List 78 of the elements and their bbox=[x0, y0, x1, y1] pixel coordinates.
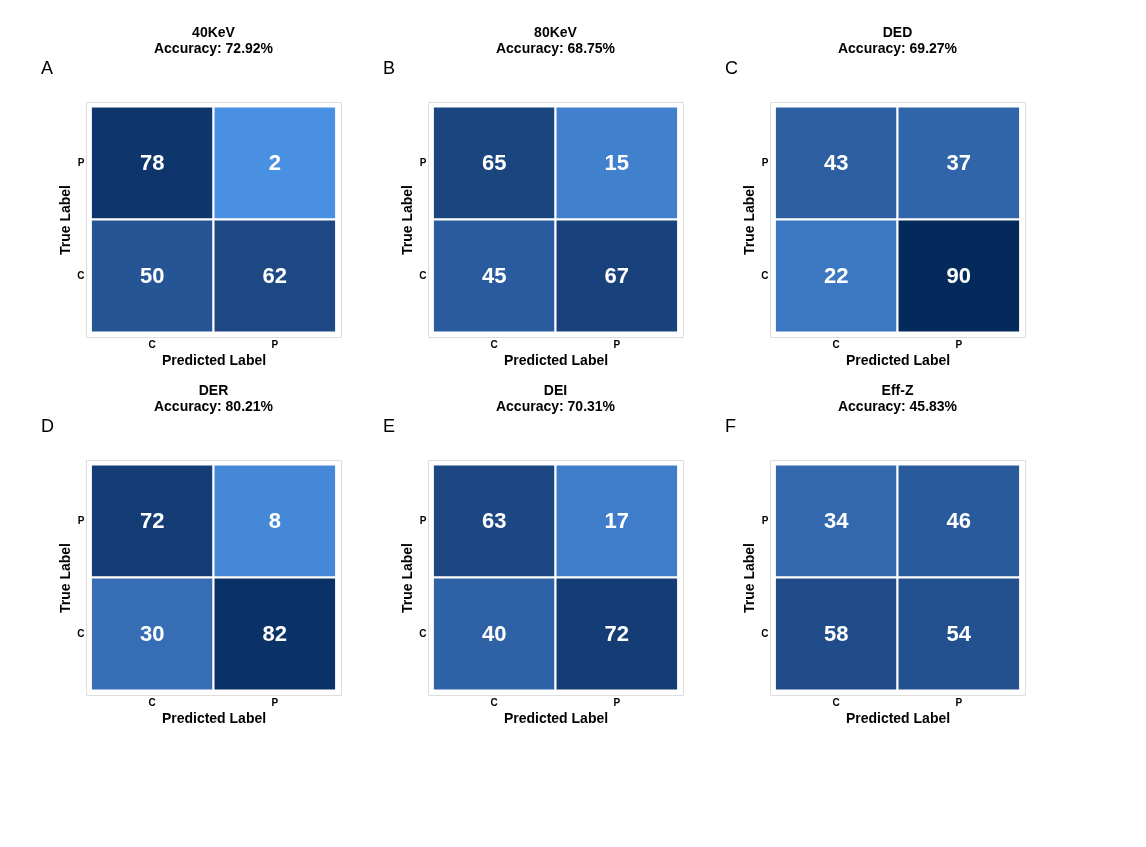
data-label: 22 bbox=[823, 262, 849, 288]
data-label: 90 bbox=[946, 262, 972, 288]
y-tick-label: P bbox=[761, 157, 769, 169]
x-tick-label: P bbox=[613, 338, 621, 350]
x-tick-label: P bbox=[955, 338, 963, 350]
data-label: 78 bbox=[139, 150, 165, 176]
x-tick-label: P bbox=[271, 696, 279, 708]
y-tick-label: P bbox=[761, 515, 769, 527]
x-axis-title: Predicted Label bbox=[161, 709, 267, 726]
y-tick-label: C bbox=[419, 269, 427, 281]
data-label: 2 bbox=[268, 150, 281, 176]
data-label: 65 bbox=[481, 150, 507, 176]
y-tick-label: P bbox=[77, 157, 85, 169]
x-tick-label: C bbox=[490, 338, 498, 350]
chart-title: 40KeV bbox=[192, 24, 236, 40]
data-label: 54 bbox=[946, 620, 972, 646]
text: A bbox=[41, 58, 54, 78]
y-tick-label: P bbox=[419, 157, 427, 169]
chart-subtitle: Accuracy: 45.83% bbox=[837, 398, 958, 414]
data-label: 34 bbox=[823, 508, 850, 534]
y-axis-title: True Label bbox=[741, 184, 758, 256]
x-axis-title: Predicted Label bbox=[161, 351, 267, 368]
x-tick-label: C bbox=[832, 338, 840, 350]
y-tick-label: C bbox=[761, 627, 769, 639]
chart-subtitle: Accuracy: 68.75% bbox=[495, 40, 616, 56]
chart-title: Eff-Z bbox=[881, 382, 914, 398]
text: C bbox=[725, 58, 738, 78]
data-label: 43 bbox=[823, 150, 849, 176]
x-axis-title: Predicted Label bbox=[845, 351, 951, 368]
x-tick-label: P bbox=[955, 696, 963, 708]
data-label: 72 bbox=[139, 508, 165, 534]
data-label: 45 bbox=[481, 262, 507, 288]
chart-title: DEI bbox=[543, 382, 568, 398]
data-label: 40 bbox=[481, 620, 507, 646]
y-tick-label: P bbox=[77, 515, 85, 527]
x-axis-title: Predicted Label bbox=[503, 709, 609, 726]
x-tick-label: C bbox=[490, 696, 498, 708]
data-label: 17 bbox=[604, 508, 630, 534]
y-axis-title: True Label bbox=[399, 184, 416, 256]
x-axis-title: Predicted Label bbox=[503, 351, 609, 368]
chart-subtitle: Accuracy: 72.92% bbox=[153, 40, 274, 56]
data-label: 63 bbox=[481, 508, 507, 534]
data-label: 30 bbox=[139, 620, 165, 646]
y-axis-title: True Label bbox=[399, 542, 416, 614]
data-label: 8 bbox=[268, 508, 281, 534]
chart-title: 80KeV bbox=[534, 24, 578, 40]
y-tick-label: P bbox=[419, 515, 427, 527]
x-tick-label: P bbox=[271, 338, 279, 350]
data-label: 72 bbox=[604, 620, 630, 646]
y-axis-title: True Label bbox=[741, 542, 758, 614]
x-tick-label: C bbox=[148, 338, 156, 350]
data-label: 82 bbox=[262, 620, 288, 646]
x-tick-label: C bbox=[832, 696, 840, 708]
text: F bbox=[725, 416, 736, 436]
x-axis-title: Predicted Label bbox=[845, 709, 951, 726]
chart-title: DER bbox=[198, 382, 229, 398]
data-label: 62 bbox=[262, 262, 288, 288]
y-tick-label: C bbox=[77, 269, 85, 281]
data-label: 58 bbox=[823, 620, 849, 646]
data-label: 67 bbox=[604, 262, 630, 288]
y-tick-label: C bbox=[77, 627, 85, 639]
chart-subtitle: Accuracy: 80.21% bbox=[153, 398, 274, 414]
y-tick-label: C bbox=[419, 627, 427, 639]
x-tick-label: P bbox=[613, 696, 621, 708]
y-axis-title: True Label bbox=[57, 542, 74, 614]
data-label: 50 bbox=[139, 262, 165, 288]
text: B bbox=[383, 58, 396, 78]
x-tick-label: C bbox=[148, 696, 156, 708]
chart-title: DED bbox=[882, 24, 913, 40]
chart-subtitle: Accuracy: 69.27% bbox=[837, 40, 958, 56]
y-tick-label: C bbox=[761, 269, 769, 281]
data-label: 15 bbox=[604, 150, 630, 176]
text: E bbox=[383, 416, 396, 436]
data-label: 46 bbox=[946, 508, 972, 534]
data-label: 37 bbox=[946, 150, 972, 176]
y-axis-title: True Label bbox=[57, 184, 74, 256]
chart-subtitle: Accuracy: 70.31% bbox=[495, 398, 616, 414]
text: D bbox=[41, 416, 54, 436]
